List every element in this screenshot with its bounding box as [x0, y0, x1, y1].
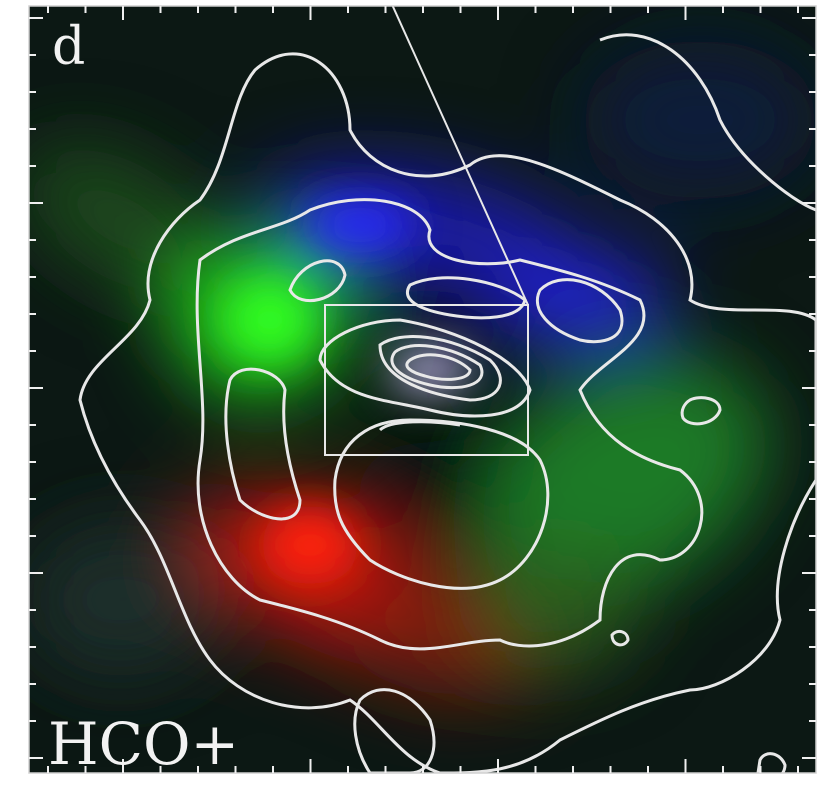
page: d HCO+ (() => { const data = JSON.parse(…: [0, 0, 832, 801]
image-area: [0, 0, 820, 780]
molecule-label: HCO+: [48, 710, 239, 778]
panel-label: d: [52, 17, 85, 77]
figure-panel: d HCO+: [0, 0, 832, 801]
